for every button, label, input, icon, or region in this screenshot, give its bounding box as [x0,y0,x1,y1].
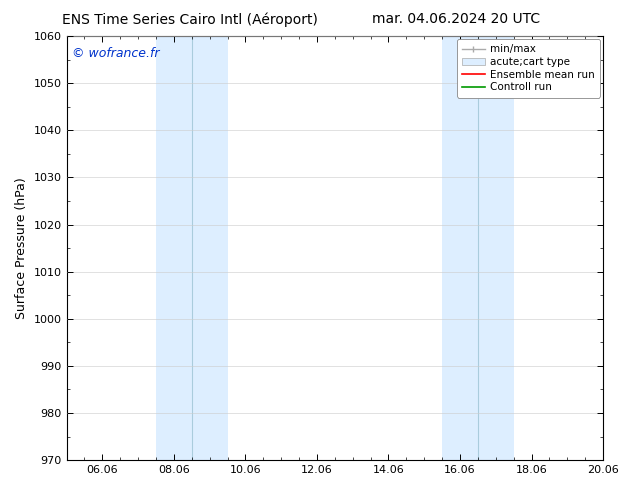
Legend: min/max, acute;cart type, Ensemble mean run, Controll run: min/max, acute;cart type, Ensemble mean … [456,39,600,98]
Y-axis label: Surface Pressure (hPa): Surface Pressure (hPa) [15,177,28,319]
Bar [442,36,514,460]
Text: ENS Time Series Cairo Intl (Aéroport): ENS Time Series Cairo Intl (Aéroport) [62,12,318,27]
Text: © wofrance.fr: © wofrance.fr [72,47,159,60]
Bar [156,36,228,460]
Text: mar. 04.06.2024 20 UTC: mar. 04.06.2024 20 UTC [372,12,541,26]
